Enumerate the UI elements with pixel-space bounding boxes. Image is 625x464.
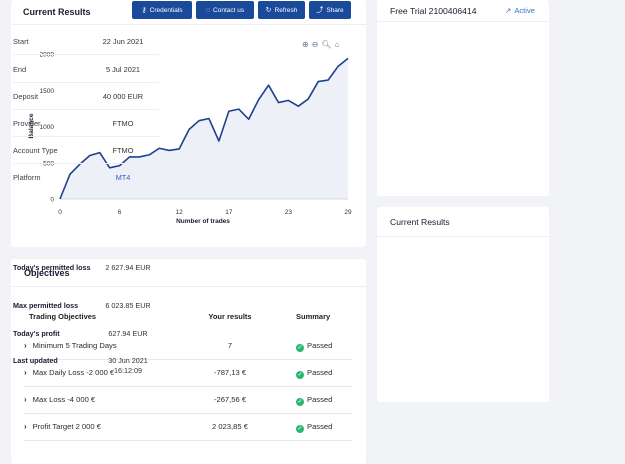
objectives-panel: Objectives bbox=[11, 259, 366, 464]
zoom-out-icon[interactable]: ⊖ bbox=[311, 40, 319, 49]
last-updated-row: Last updated 30 Jun 2021 16:12:09 bbox=[13, 356, 148, 375]
chevron-right-icon: › bbox=[24, 341, 27, 350]
chart-zoom-controls: ⊕ ⊖ 🔍︎ ⌂ bbox=[302, 40, 611, 49]
header-summary: Summary bbox=[296, 312, 331, 321]
check-circle-icon: ✓ bbox=[296, 371, 304, 379]
x-tick-label: 6 bbox=[118, 209, 122, 216]
account-title: Free Trial 2100406414 bbox=[390, 5, 477, 16]
chat-icon: ◌ bbox=[205, 6, 211, 14]
check-circle-icon: ✓ bbox=[296, 344, 304, 352]
todays-permitted-loss-row: Today's permitted loss 2 627.94 EUR bbox=[13, 263, 151, 272]
objective-row[interactable]: › Max Daily Loss -2 000 € -787,13 € ✓ Pass… bbox=[24, 360, 352, 387]
platform-link[interactable]: MT4 bbox=[115, 173, 131, 182]
share-button[interactable]: ⤴ Share bbox=[309, 1, 351, 19]
account-type-row: Account Type FTMO bbox=[13, 137, 159, 164]
refresh-icon: ↻ bbox=[265, 7, 272, 14]
account-header: Free Trial 2100406414 ↗ Active bbox=[377, 0, 549, 22]
x-tick-label: 17 bbox=[225, 209, 233, 216]
account-platform-row: Platform MT4 bbox=[13, 164, 159, 191]
key-icon: ⚷ bbox=[141, 7, 147, 14]
max-permitted-loss-row: Max permitted loss 6 023.85 EUR bbox=[13, 301, 151, 310]
current-results-summary-panel: Current Results bbox=[377, 207, 549, 402]
home-icon[interactable]: ⌂ bbox=[334, 40, 340, 49]
check-circle-icon: ✓ bbox=[296, 425, 304, 433]
y-axis-label: Balance bbox=[28, 113, 35, 138]
chart-line-icon: ↗ bbox=[504, 6, 512, 15]
current-results-title: Current Results bbox=[11, 0, 366, 25]
account-provider-row: Provider FTMO bbox=[13, 110, 159, 137]
x-tick-label: 0 bbox=[58, 209, 62, 216]
objective-row[interactable]: › Max Loss -4 000 € -267,56 € ✓ Passed bbox=[24, 387, 352, 414]
account-info-panel: Free Trial 2100406414 ↗ Active bbox=[377, 0, 549, 196]
balance-series-line bbox=[59, 57, 349, 200]
objective-row[interactable]: › Minimum 5 Trading Days 7 ✓ Passed bbox=[24, 333, 352, 360]
y-tick-label: 0 bbox=[50, 197, 54, 204]
check-circle-icon: ✓ bbox=[296, 398, 304, 406]
y-tick-label: 1000 bbox=[40, 124, 55, 131]
y-tick-label: 1500 bbox=[40, 88, 55, 95]
objectives-table-header: Trading Objectives Your results Summary bbox=[24, 312, 354, 322]
share-icon: ⤴ bbox=[316, 7, 324, 14]
todays-profit-row: Today's profit 627.94 EUR bbox=[13, 329, 148, 338]
chevron-right-icon: › bbox=[24, 368, 27, 377]
chevron-right-icon: › bbox=[24, 395, 27, 404]
header-trading-objectives: Trading Objectives bbox=[29, 312, 97, 321]
objectives-title: Objectives bbox=[11, 259, 366, 287]
toolbar: ⚷ Credentials ◌ Contact us ↻ Refresh ⤴ Share bbox=[132, 1, 351, 19]
objective-row[interactable]: › Profit Target 2 000 € 2 023,85 € ✓ Passe… bbox=[24, 414, 352, 441]
y-tick-label: 2000 bbox=[40, 52, 55, 59]
contact-us-button[interactable]: ◌ Contact us bbox=[196, 1, 254, 19]
refresh-button[interactable]: ↻ Refresh bbox=[258, 1, 305, 19]
magnifier-icon[interactable]: 🔍︎ bbox=[321, 40, 332, 49]
x-tick-label: 23 bbox=[285, 209, 293, 216]
zoom-in-icon[interactable]: ⊕ bbox=[302, 40, 309, 49]
header-your-results: Your results bbox=[208, 312, 252, 321]
account-deposit-row: Deposit 40 000 EUR bbox=[13, 83, 159, 110]
summary-title: Current Results bbox=[377, 207, 549, 237]
chevron-right-icon: › bbox=[24, 422, 27, 431]
status-badge: ↗ Active bbox=[504, 6, 535, 15]
x-axis-label: Number of trades bbox=[176, 218, 230, 225]
x-tick-label: 29 bbox=[344, 209, 352, 216]
account-start-row: Start 22 Jun 2021 bbox=[13, 28, 159, 55]
credentials-button[interactable]: ⚷ Credentials bbox=[132, 1, 192, 19]
x-tick-label: 12 bbox=[176, 209, 184, 216]
account-end-row: End 5 Jul 2021 bbox=[13, 56, 159, 83]
